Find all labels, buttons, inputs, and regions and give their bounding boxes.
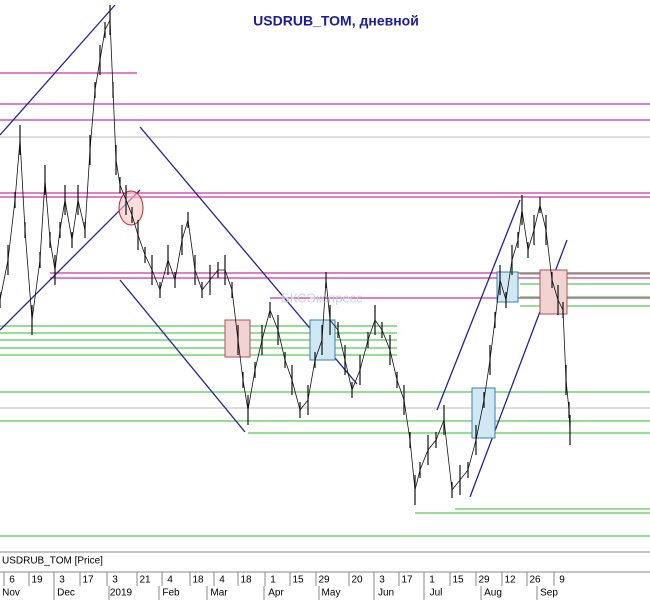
x-tick-label: 15 (452, 575, 464, 586)
x-tick-label: 4 (167, 575, 173, 586)
month-label: Jun (378, 588, 394, 599)
month-label: Sep (540, 588, 558, 599)
series-label: USDRUB_TOM [Price] (2, 556, 103, 567)
x-tick-label: 17 (82, 575, 94, 586)
month-label: Jul (430, 588, 443, 599)
x-tick-label: 15 (292, 575, 304, 586)
month-label: 2019 (110, 588, 133, 599)
levels (0, 72, 650, 537)
x-tick-label: 1 (429, 575, 435, 586)
x-tick-label: 3 (379, 575, 385, 586)
watermark: БКСЭкспресс (281, 290, 363, 305)
price-line (0, 18, 571, 492)
x-tick-label: 19 (31, 575, 43, 586)
price (0, 5, 571, 505)
month-label: Nov (2, 588, 20, 599)
chart-title: USDRUB_TOM, дневной (253, 13, 419, 29)
month-label: Mar (210, 588, 228, 599)
x-tick-label: 3 (59, 575, 65, 586)
x-tick-label: 29 (478, 575, 490, 586)
month-label: Aug (484, 588, 502, 599)
x-tick-label: 12 (504, 575, 516, 586)
x-tick-label: 6 (9, 575, 15, 586)
month-label: May (322, 588, 341, 599)
x-tick-label: 17 (401, 575, 413, 586)
x-tick-label: 4 (219, 575, 225, 586)
x-tick-label: 18 (192, 575, 204, 586)
x-tick-label: 21 (139, 575, 151, 586)
x-tick-label: 20 (351, 575, 363, 586)
x-tick-label: 18 (240, 575, 252, 586)
x-tick-label: 1 (270, 575, 276, 586)
month-label: Feb (162, 588, 180, 599)
x-tick-label: 9 (559, 575, 565, 586)
month-label: Apr (268, 588, 284, 599)
x-axis: 6 19 3 17 3 21 4 18 4 18 1 15 29 20 3 17 1 15 29 12 26 9 Nov De… (2, 572, 565, 600)
x-tick-label: 26 (529, 575, 541, 586)
x-tick-label: 3 (112, 575, 118, 586)
month-label: Dec (57, 588, 75, 599)
x-tick-label: 29 (318, 575, 330, 586)
